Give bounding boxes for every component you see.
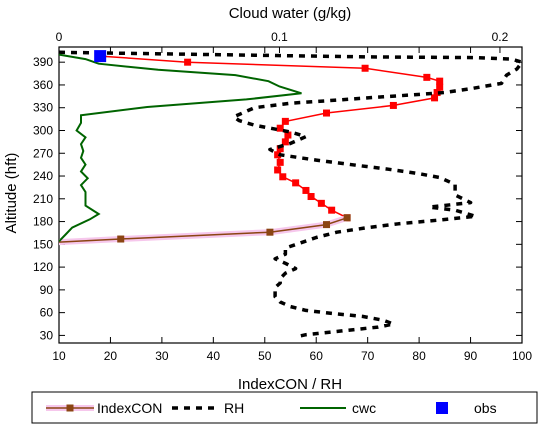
y-tick-label: 30 xyxy=(40,328,54,342)
series-indexcon-glow xyxy=(59,214,351,246)
series-indexcon-marker xyxy=(117,235,125,243)
x-tick-label: 60 xyxy=(310,349,324,363)
series-indexcon-marker xyxy=(184,58,192,66)
x-tick-label: 90 xyxy=(464,349,478,363)
series-indexcon-marker xyxy=(266,228,274,236)
legend-box xyxy=(31,391,538,424)
series-cwc-line xyxy=(59,53,302,242)
top-tick-label: 0.2 xyxy=(492,30,509,44)
plot-area xyxy=(59,50,522,339)
plot-series xyxy=(59,50,522,339)
series-obs-marker xyxy=(94,50,107,63)
series-indexcon-marker xyxy=(292,179,300,187)
x-tick-label: 30 xyxy=(155,349,169,363)
y-tick-label: 300 xyxy=(33,123,53,137)
legend: IndexCON RH cwc obs xyxy=(31,391,538,424)
x-tick-label: 70 xyxy=(361,349,375,363)
series-indexcon-marker xyxy=(302,186,310,194)
series-indexcon-marker xyxy=(433,89,441,97)
y-tick-label: 120 xyxy=(33,260,53,274)
y-tick-label: 360 xyxy=(33,78,53,92)
x-tick-label: 10 xyxy=(52,349,66,363)
series-indexcon-marker xyxy=(274,166,282,174)
legend-label-obs: obs xyxy=(474,400,497,416)
legend-label-cwc: cwc xyxy=(352,400,376,416)
series-indexcon-marker xyxy=(276,145,284,153)
series-indexcon-marker xyxy=(276,158,284,166)
series-indexcon-marker xyxy=(431,94,439,102)
legend-swatch-obs xyxy=(436,402,448,414)
series-indexcon-marker xyxy=(389,101,397,109)
x-tick-label: 50 xyxy=(258,349,272,363)
top-tick-label: 0.1 xyxy=(271,30,288,44)
series-indexcon-marker xyxy=(276,124,284,132)
x-tick-label: 40 xyxy=(207,349,221,363)
series-indexcon-marker xyxy=(274,151,282,159)
series-indexcon-marker xyxy=(281,138,289,146)
y-tick-label: 60 xyxy=(40,306,54,320)
y-tick-label: 270 xyxy=(33,146,53,160)
legend-label-indexcon: IndexCON xyxy=(97,400,162,416)
y-tick-label: 90 xyxy=(40,283,54,297)
series-rh-line xyxy=(59,50,522,339)
series-indexcon-marker xyxy=(361,64,369,72)
y-axis-title: Altitude (hft) xyxy=(3,153,20,234)
series-indexcon-marker xyxy=(436,83,444,91)
y-tick-label: 390 xyxy=(33,55,53,69)
series-indexcon-marker xyxy=(284,131,292,139)
series-indexcon-line xyxy=(100,55,441,219)
series-indexcon-marker xyxy=(281,117,289,125)
y-tick-label: 240 xyxy=(33,169,53,183)
top-axis-title: Cloud water (g/kg) xyxy=(229,5,352,22)
plot-frame xyxy=(58,46,523,344)
x-axis-title: IndexCON / RH xyxy=(238,376,342,393)
x-tick-label: 100 xyxy=(512,349,532,363)
top-tick-label: 0 xyxy=(56,30,63,44)
x-tick-label: 20 xyxy=(104,349,118,363)
y-tick-label: 210 xyxy=(33,192,53,206)
series-indexcon-marker xyxy=(343,214,351,222)
series-indexcon-marker xyxy=(323,109,331,117)
series-indexcon-marker xyxy=(323,221,331,229)
series-indexcon-marker xyxy=(423,73,431,81)
y-tick-label: 150 xyxy=(33,237,53,251)
legend-label-rh: RH xyxy=(224,400,244,416)
series-indexcon-marker xyxy=(328,206,336,214)
x-tick-label: 80 xyxy=(412,349,426,363)
axes: 10 20 30 40 50 60 70 80 90 100 30 60 90 120 150 180 210 2… xyxy=(33,30,532,363)
series-indexcon-marker xyxy=(279,173,287,181)
series-indexcon-marker xyxy=(436,77,444,85)
y-tick-label: 180 xyxy=(33,215,53,229)
series-indexcon-marker xyxy=(317,199,325,207)
y-tick-label: 330 xyxy=(33,101,53,115)
series-indexcon-marker xyxy=(307,193,315,201)
legend-swatch-indexcon-marker xyxy=(66,404,74,412)
